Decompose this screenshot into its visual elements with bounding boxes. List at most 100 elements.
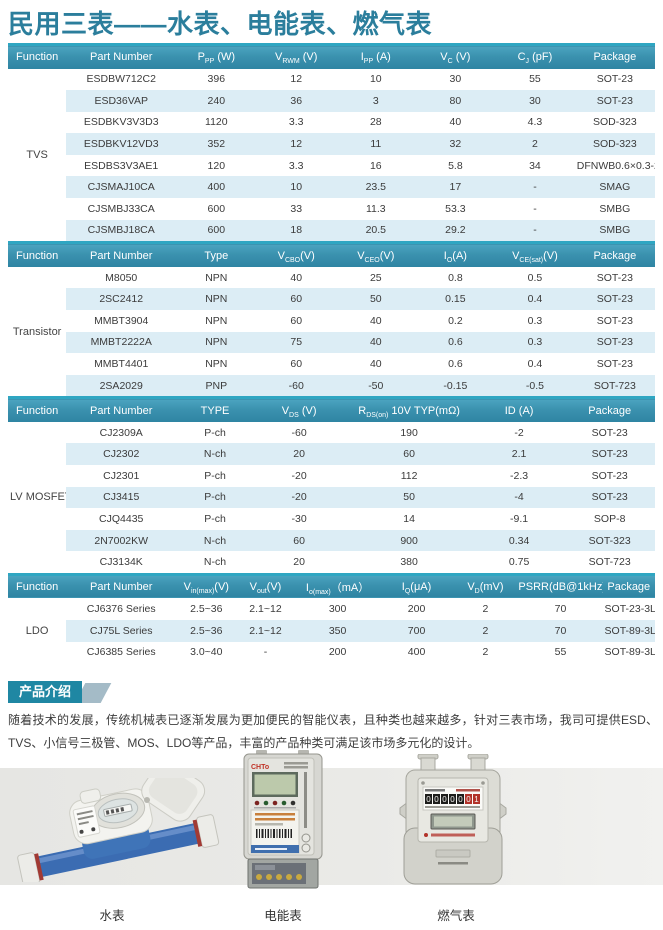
svg-text:0: 0 bbox=[458, 795, 463, 804]
value-cell: 16 bbox=[336, 154, 416, 177]
value-cell: 2 bbox=[452, 641, 519, 664]
value-cell: 3.3 bbox=[256, 154, 336, 177]
column-header: VD(mV) bbox=[452, 572, 519, 599]
value-cell: 18 bbox=[256, 219, 336, 242]
column-header: Type bbox=[176, 241, 257, 267]
value-cell: 0.8 bbox=[415, 266, 496, 289]
value-cell: -60 bbox=[256, 374, 336, 397]
value-cell: 2.1~12 bbox=[236, 598, 295, 621]
value-cell: 2.1~12 bbox=[236, 620, 295, 642]
value-cell: 40 bbox=[415, 111, 496, 134]
table-row: LV MOSFET CJ2309A P-ch -60 190 -2 SOT-23 bbox=[8, 421, 655, 573]
table-row: CJ3134K N-ch 20 380 0.75 SOT-723 bbox=[8, 551, 655, 573]
value-cell: SOD-323 bbox=[574, 133, 655, 155]
value-cell: SOP-8 bbox=[564, 508, 655, 530]
value-cell: 120 bbox=[176, 154, 257, 177]
value-cell: 30 bbox=[495, 90, 575, 112]
column-header: Part Number bbox=[66, 572, 177, 599]
value-cell: -20 bbox=[253, 465, 345, 487]
value-cell: 0.4 bbox=[495, 353, 575, 375]
column-header: Part Number bbox=[66, 43, 177, 69]
value-cell: SOT-23 bbox=[574, 68, 655, 91]
value-cell: 40 bbox=[256, 266, 336, 289]
value-cell: 0.15 bbox=[415, 288, 496, 310]
svg-text:CHTo: CHTo bbox=[251, 764, 269, 771]
column-header: IQ(μA) bbox=[380, 572, 453, 599]
value-cell: SOT-23 bbox=[564, 486, 655, 509]
part-number-cell: ESDBKV12VD3 bbox=[66, 133, 177, 155]
product-intro-text: 随着技术的发展，传统机械表已逐渐发展为更加便民的智能仪表，且种类也越来越多，针对… bbox=[8, 713, 658, 750]
table-row: CJSMAJ10CA 400 10 23.5 17- SMAG bbox=[8, 176, 655, 199]
value-cell: 33 bbox=[256, 198, 336, 220]
part-number-cell: CJ6376 Series bbox=[66, 598, 177, 621]
value-cell: 80 bbox=[415, 90, 496, 112]
tvs-table: Function Part Number PPP (W) VRWM (V) IPP (A… bbox=[8, 43, 655, 242]
part-number-cell: CJ2302 bbox=[66, 443, 177, 465]
value-cell: 17 bbox=[415, 176, 496, 199]
column-header: IPP (A) bbox=[336, 43, 416, 69]
function-cell: Transistor bbox=[8, 266, 67, 397]
table-row: CJQ4435 P-ch -30 14 -9.1 SOP-8 bbox=[8, 508, 655, 530]
value-cell: -0.5 bbox=[495, 374, 575, 397]
column-header: Function bbox=[8, 241, 67, 267]
column-header: Vin(max)(V) bbox=[176, 572, 237, 599]
value-cell: 0.6 bbox=[415, 331, 496, 354]
value-cell: 240 bbox=[176, 90, 257, 112]
value-cell: 12 bbox=[256, 68, 336, 91]
part-number-cell: ESDBKV3V3D3 bbox=[66, 111, 177, 134]
column-header: VRWM (V) bbox=[256, 43, 336, 69]
value-cell: SMAG bbox=[574, 176, 655, 199]
value-cell: 400 bbox=[380, 641, 453, 664]
value-cell: 400 bbox=[176, 176, 257, 199]
column-header: Function bbox=[8, 396, 67, 422]
value-cell: - bbox=[495, 198, 575, 220]
table-row: 2N7002KW N-ch 60 900 0.34 SOT-323 bbox=[8, 529, 655, 552]
column-header: Package bbox=[602, 572, 655, 599]
table-row: LDO CJ6376 Series 2.5~36 2.1~12 300 200 2 70 SOT… bbox=[8, 598, 655, 664]
value-cell: 0.3 bbox=[495, 331, 575, 354]
column-header: VCE(sat)(V) bbox=[495, 241, 575, 267]
part-number-cell: 2SC2412 bbox=[66, 288, 177, 310]
value-cell: 0.75 bbox=[473, 551, 565, 573]
value-cell: PNP bbox=[176, 374, 257, 397]
value-cell: 11 bbox=[336, 133, 416, 155]
value-cell: SOD-323 bbox=[574, 111, 655, 134]
value-cell: SOT-23-3L bbox=[602, 598, 655, 621]
part-number-cell: M8050 bbox=[66, 266, 177, 289]
part-number-cell: MMBT4401 bbox=[66, 353, 177, 375]
table-row: CJ75L Series 2.5~36 2.1~12 350 700 2 70 SOT-89-… bbox=[8, 620, 655, 642]
value-cell: SOT-23 bbox=[564, 421, 655, 444]
part-number-cell: CJ6385 Series bbox=[66, 641, 177, 664]
value-cell: 29.2 bbox=[415, 219, 496, 242]
energy-meter-label: 电能表 bbox=[264, 909, 302, 923]
svg-text:0: 0 bbox=[426, 795, 431, 804]
value-cell: 30 bbox=[415, 68, 496, 91]
part-number-cell: CJQ4435 bbox=[66, 508, 177, 530]
value-cell: SOT-723 bbox=[564, 551, 655, 573]
value-cell: 53.3 bbox=[415, 198, 496, 220]
part-number-cell: ESDBW712C2 bbox=[66, 68, 177, 91]
table-row: CJ2301 P-ch -20 112 -2.3 SOT-23 bbox=[8, 465, 655, 487]
value-cell: 70 bbox=[518, 620, 603, 642]
value-cell: P-ch bbox=[176, 421, 254, 444]
value-cell: -30 bbox=[253, 508, 345, 530]
column-header: Package bbox=[564, 396, 655, 422]
table-row: CJ3415 P-ch -20 50 -4 SOT-23 bbox=[8, 486, 655, 509]
value-cell: 0.5 bbox=[495, 266, 575, 289]
value-cell: 75 bbox=[256, 331, 336, 354]
value-cell: 190 bbox=[344, 421, 474, 444]
table-row: 2SA2029 PNP -60 -50 -0.15 -0.5 SOT-723 bbox=[8, 374, 655, 397]
part-number-cell: CJ2309A bbox=[66, 421, 177, 444]
value-cell: 900 bbox=[344, 529, 474, 552]
value-cell: 5.8 bbox=[415, 154, 496, 177]
value-cell: - bbox=[495, 219, 575, 242]
column-header: IO(A) bbox=[415, 241, 496, 267]
value-cell: 12 bbox=[256, 133, 336, 155]
value-cell: P-ch bbox=[176, 486, 254, 509]
ldo-table: Function Part Number Vin(max)(V) Vout(V) Io(… bbox=[8, 572, 655, 664]
value-cell: 200 bbox=[294, 641, 381, 664]
value-cell: -4 bbox=[473, 486, 565, 509]
value-cell: 600 bbox=[176, 219, 257, 242]
value-cell: SOT-23 bbox=[574, 309, 655, 332]
